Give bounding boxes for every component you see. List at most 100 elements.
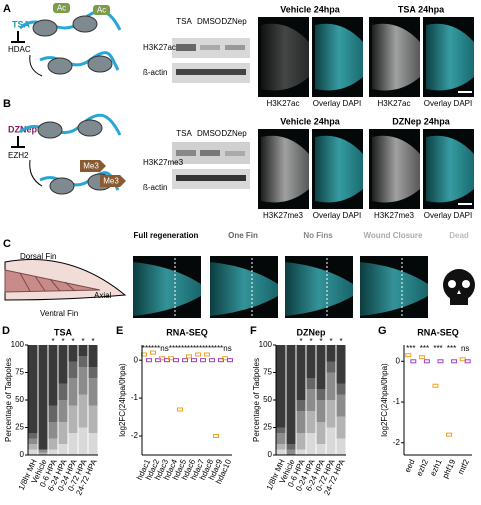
outcome-label: Wound Closure: [363, 231, 423, 240]
blot-row-label: ß-actin: [143, 68, 167, 77]
y-tick-label: 75: [15, 368, 24, 377]
western-blot: [172, 142, 250, 189]
box-median: [418, 355, 425, 360]
y-tick-label: 100: [259, 340, 273, 349]
chart-title: RNA-SEQ: [166, 327, 208, 337]
bar-segment: [306, 433, 316, 455]
significance: *: [309, 337, 312, 346]
bar-segment: [88, 367, 98, 378]
tissue: [210, 262, 278, 316]
enzyme-label: HDAC: [8, 45, 31, 54]
tissue: [261, 135, 309, 203]
bar-segment: [58, 345, 68, 384]
bar-segment: [306, 411, 316, 433]
bar-segment: [276, 444, 286, 450]
y-tick-label: 0: [268, 450, 273, 459]
y-tick-label: 75: [263, 368, 272, 377]
bar-segment: [28, 444, 38, 450]
bar-segment: [48, 345, 58, 406]
tissue: [372, 135, 420, 203]
image-caption: H3K27ac: [378, 99, 411, 108]
panel-label: B: [3, 98, 11, 110]
bar-segment: [326, 361, 336, 373]
nucleosome-diagram: [18, 3, 122, 77]
bar-segment: [58, 422, 68, 444]
tissue: [360, 262, 428, 316]
bar-segment: [28, 438, 38, 444]
outcome-label: No Fins: [303, 231, 333, 240]
box-median: [405, 353, 412, 358]
tissue: [285, 262, 353, 316]
y-tick-label: -1: [393, 397, 401, 406]
panel-label: D: [2, 325, 10, 337]
box-median: [204, 352, 210, 357]
significance: ns: [461, 344, 469, 353]
bar-segment: [316, 345, 326, 389]
significance: ***: [196, 344, 205, 353]
bar-segment: [68, 378, 78, 406]
panel-label: A: [3, 3, 11, 15]
tissue: [133, 262, 201, 316]
significance: ***: [142, 344, 151, 353]
bar-segment: [336, 383, 346, 395]
bar-segment: [316, 389, 326, 400]
y-axis-label: log2FC(24hpa/0hpa): [118, 363, 127, 437]
significance: ***: [187, 344, 196, 353]
bar-segment: [78, 367, 88, 395]
enzyme-label: EZH2: [8, 151, 29, 160]
bar-segment: [48, 405, 58, 422]
fin-label: Axial: [94, 291, 112, 300]
bar-segment: [78, 345, 88, 356]
outcome-label: Dead: [449, 231, 469, 240]
significance: *: [81, 337, 84, 346]
y-tick-label: 25: [15, 423, 24, 432]
significance: ns: [160, 344, 168, 353]
box-median: [464, 359, 471, 364]
bar-segment: [276, 449, 286, 455]
y-axis-label: Percentage of Tadpoles: [252, 358, 261, 442]
bar-segment: [306, 345, 316, 378]
panel-label: G: [378, 325, 387, 337]
y-tick-label: 0: [134, 355, 139, 364]
bar-segment: [28, 345, 38, 433]
significance: ***: [178, 344, 187, 353]
significance: *: [51, 337, 54, 346]
mark-tag: Ac: [97, 6, 106, 15]
fin-label: Ventral Fin: [40, 309, 78, 318]
bar-segment: [276, 427, 286, 433]
bar-segment: [286, 444, 296, 450]
box-median: [186, 354, 192, 359]
y-tick-label: 50: [263, 395, 272, 404]
bar-segment: [336, 416, 346, 439]
blot-row-label: H3K27ac: [143, 43, 176, 52]
box-median: [182, 358, 188, 363]
blot-row-label: ß-actin: [143, 183, 167, 192]
mark-tag: Ac: [57, 4, 66, 13]
bar-segment: [48, 449, 58, 455]
box-median: [410, 359, 417, 364]
blot-lane-label: DMSO: [197, 17, 221, 26]
box-median: [191, 358, 197, 363]
chart-title: DZNep: [297, 327, 327, 337]
significance: *: [339, 337, 342, 346]
drug-label: TSA: [12, 19, 31, 29]
significance: ***: [169, 344, 178, 353]
box-median: [437, 359, 444, 364]
bar-segment: [48, 438, 58, 450]
significance: ***: [406, 344, 415, 353]
image-title: TSA 24hpa: [398, 4, 445, 14]
chart-title: TSA: [54, 327, 73, 337]
blot-lane-label: DZNep: [221, 17, 247, 26]
image-title: DZNep 24hpa: [392, 116, 451, 126]
bar-segment: [78, 427, 88, 455]
significance: ***: [205, 344, 214, 353]
y-axis-label: Percentage of Tadpoles: [4, 358, 13, 442]
bar-segment: [28, 433, 38, 439]
significance: *: [329, 337, 332, 346]
y-tick-label: 50: [15, 395, 24, 404]
bar-segment: [68, 345, 78, 362]
box-median: [177, 407, 183, 412]
bar-segment: [48, 422, 58, 439]
